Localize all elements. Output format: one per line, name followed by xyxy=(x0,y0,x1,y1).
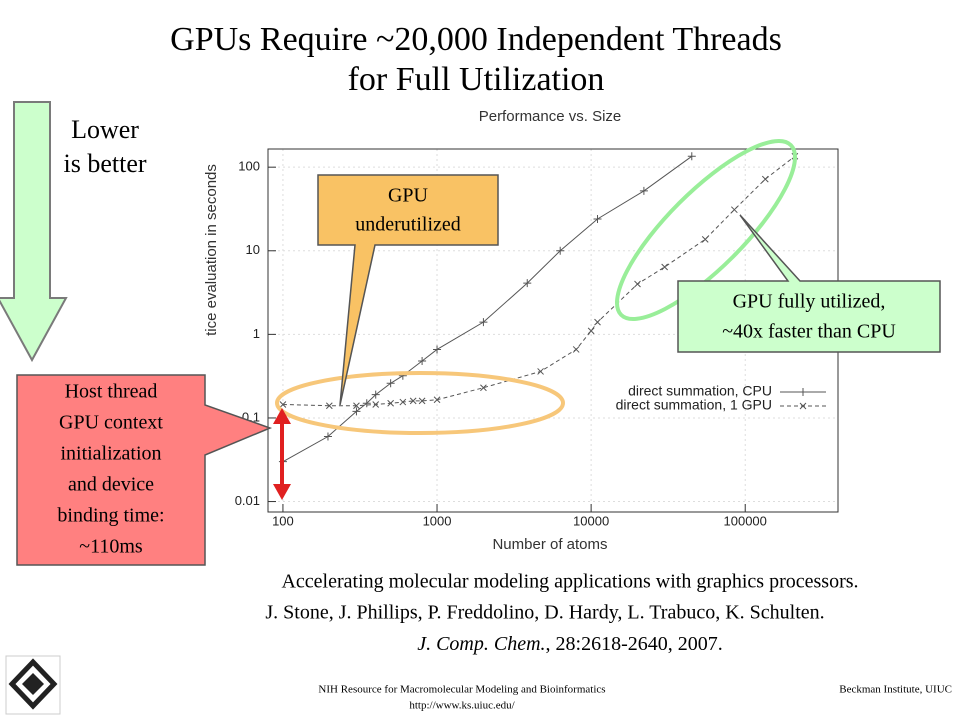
data-point xyxy=(537,368,544,375)
logo xyxy=(5,655,61,715)
data-point xyxy=(634,280,641,288)
data-point xyxy=(556,246,565,255)
data-point xyxy=(799,402,807,410)
citation-journal: J. Comp. Chem. xyxy=(417,633,545,655)
data-point xyxy=(418,397,426,405)
callout-text: and device xyxy=(68,474,154,496)
data-point xyxy=(387,399,394,407)
y-tick-label: 100 xyxy=(238,159,260,174)
legend-label: direct summation, CPU xyxy=(628,383,772,399)
footer: http://www.ks.uiuc.edu/ xyxy=(409,700,515,712)
data-point xyxy=(409,397,417,405)
lower-label: is better xyxy=(63,149,146,178)
data-point xyxy=(433,345,442,354)
data-point xyxy=(372,401,380,408)
data-point xyxy=(587,327,595,335)
data-point xyxy=(371,390,380,399)
callout-text: ~110ms xyxy=(79,536,143,558)
y-tick-label: 10 xyxy=(246,242,260,257)
slide-title: GPUs Require ~20,000 Independent Threads xyxy=(170,21,782,58)
data-point xyxy=(362,399,371,408)
chart-title: Performance vs. Size xyxy=(479,108,622,125)
data-point xyxy=(761,175,769,183)
lower-arrow xyxy=(0,101,68,363)
data-point xyxy=(480,384,487,392)
callout-text: GPU xyxy=(388,185,429,207)
data-point xyxy=(799,388,807,396)
time-arrow-head xyxy=(273,484,291,500)
callout-text: GPU context xyxy=(59,412,163,434)
data-point xyxy=(352,407,361,416)
x-axis-label: Number of atoms xyxy=(492,536,607,553)
y-axis-label: tice evaluation in seconds xyxy=(203,164,220,336)
slide-title: for Full Utilization xyxy=(348,61,605,98)
citation: J. Comp. Chem., 28:2618-2640, 2007. xyxy=(417,633,723,655)
x-tick-label: 10000 xyxy=(573,513,609,528)
callout-text: ~40x faster than CPU xyxy=(722,321,896,343)
underutilized-callout xyxy=(317,174,499,406)
y-tick-label: 0.01 xyxy=(235,493,260,508)
x-tick-label: 100 xyxy=(272,513,294,528)
underutilized-ellipse xyxy=(275,371,565,435)
data-point xyxy=(593,214,602,223)
host-text: Host thread GPU context initialization and … xyxy=(57,381,164,558)
callout-text: underutilized xyxy=(355,214,461,236)
callout-text: GPU fully utilized, xyxy=(733,291,886,313)
data-point xyxy=(399,398,407,406)
citation-details: , 28:2618-2640, 2007. xyxy=(546,633,723,655)
x-tick-label: 100000 xyxy=(724,513,767,528)
lower-label: Lower xyxy=(71,115,139,144)
data-point xyxy=(661,263,669,271)
y-tick-label: 1 xyxy=(253,326,260,341)
data-point xyxy=(639,186,648,195)
data-point xyxy=(594,318,601,326)
time-arrow-head xyxy=(273,408,291,424)
data-point xyxy=(325,402,333,410)
data-point xyxy=(353,402,360,410)
footer: Beckman Institute, UIUC xyxy=(839,684,952,696)
citation: Accelerating molecular modeling applicat… xyxy=(281,571,858,593)
data-point xyxy=(418,357,427,366)
data-point xyxy=(730,206,738,214)
callout-text: Host thread xyxy=(65,381,158,403)
legend-label: direct summation, 1 GPU xyxy=(616,397,772,413)
data-point xyxy=(572,346,580,353)
data-point xyxy=(323,432,332,441)
citation: J. Stone, J. Phillips, P. Freddolino, D.… xyxy=(265,602,824,624)
data-point xyxy=(279,401,287,408)
data-point xyxy=(523,279,532,288)
data-point xyxy=(687,152,696,161)
data-point xyxy=(479,318,488,327)
callout-text: binding time: xyxy=(57,505,164,527)
data-point xyxy=(701,235,709,243)
utilized-callout xyxy=(677,214,941,353)
footer: NIH Resource for Macromolecular Modeling… xyxy=(318,684,605,696)
data-point xyxy=(386,379,395,388)
x-tick-label: 1000 xyxy=(423,513,452,528)
callout-text: initialization xyxy=(60,443,161,465)
utilized-ellipse xyxy=(614,138,798,322)
host-callout xyxy=(16,374,273,566)
data-point xyxy=(433,396,441,404)
